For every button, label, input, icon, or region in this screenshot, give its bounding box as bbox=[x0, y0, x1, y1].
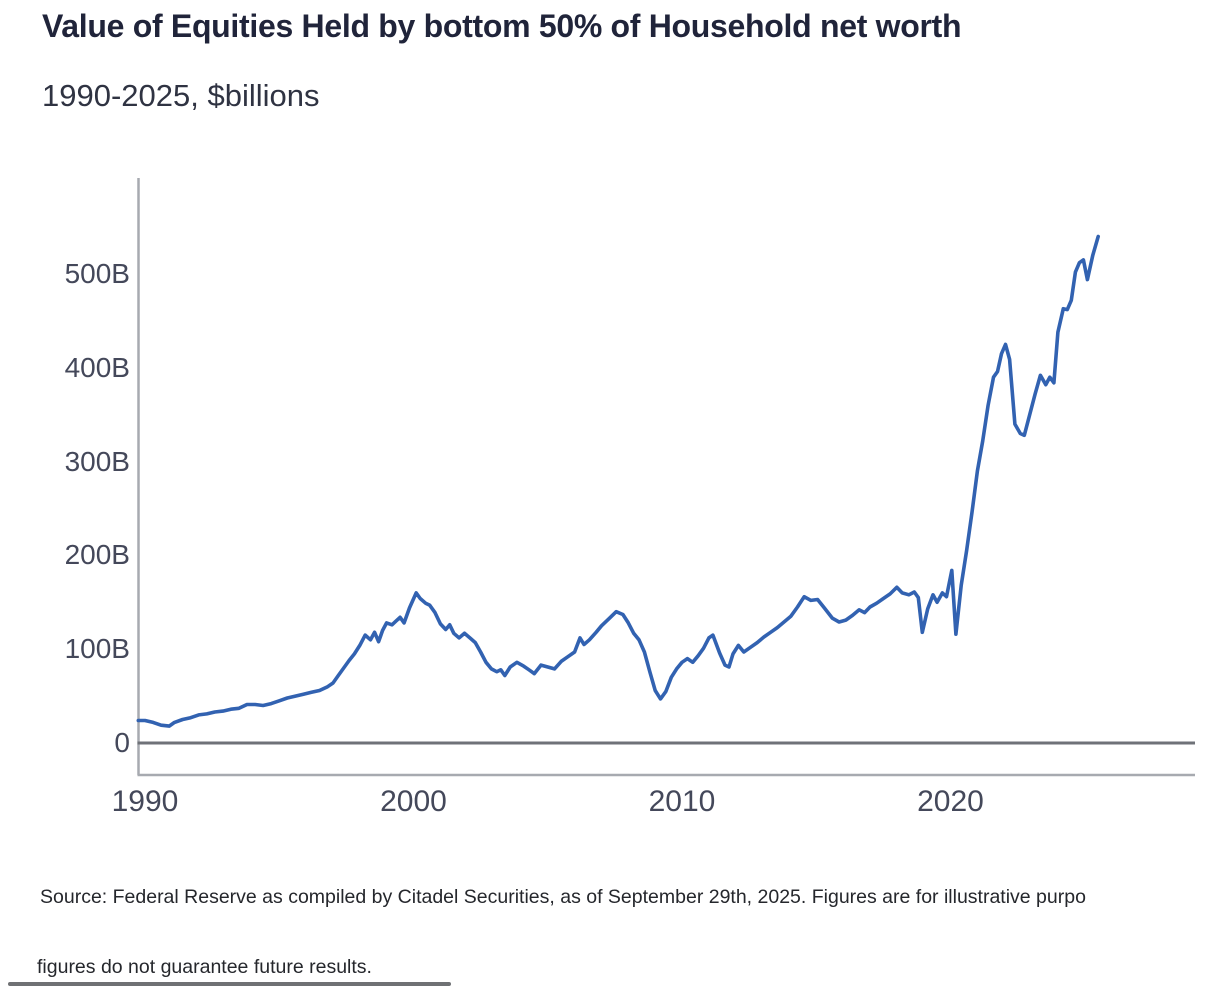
y-axis-tick-label: 200B bbox=[64, 539, 130, 571]
chart-title: Value of Equities Held by bottom 50% of … bbox=[42, 8, 962, 44]
y-axis-tick-label: 300B bbox=[64, 445, 130, 477]
y-axis-tick-label: 500B bbox=[64, 258, 130, 289]
equities-data-line bbox=[136, 234, 1100, 728]
x-axis-tick-label: 1990 bbox=[111, 785, 179, 818]
x-axis-tick-label: 2000 bbox=[380, 785, 447, 818]
source-note: Source: Federal Reserve as compiled by C… bbox=[40, 886, 1086, 908]
cropped-next-section-bar bbox=[8, 982, 451, 986]
x-axis-tick-label: 2010 bbox=[648, 785, 716, 818]
chart-subtitle: 1990-2025, $billions bbox=[42, 78, 320, 113]
disclaimer-note: figures do not guarantee future results. bbox=[37, 956, 372, 978]
y-axis-tick-label: 100B bbox=[64, 633, 130, 665]
x-axis-tick-label: 2020 bbox=[917, 785, 984, 818]
y-axis-tick-label: 400B bbox=[64, 351, 130, 383]
y-axis-tick-label: 0 bbox=[114, 727, 130, 758]
